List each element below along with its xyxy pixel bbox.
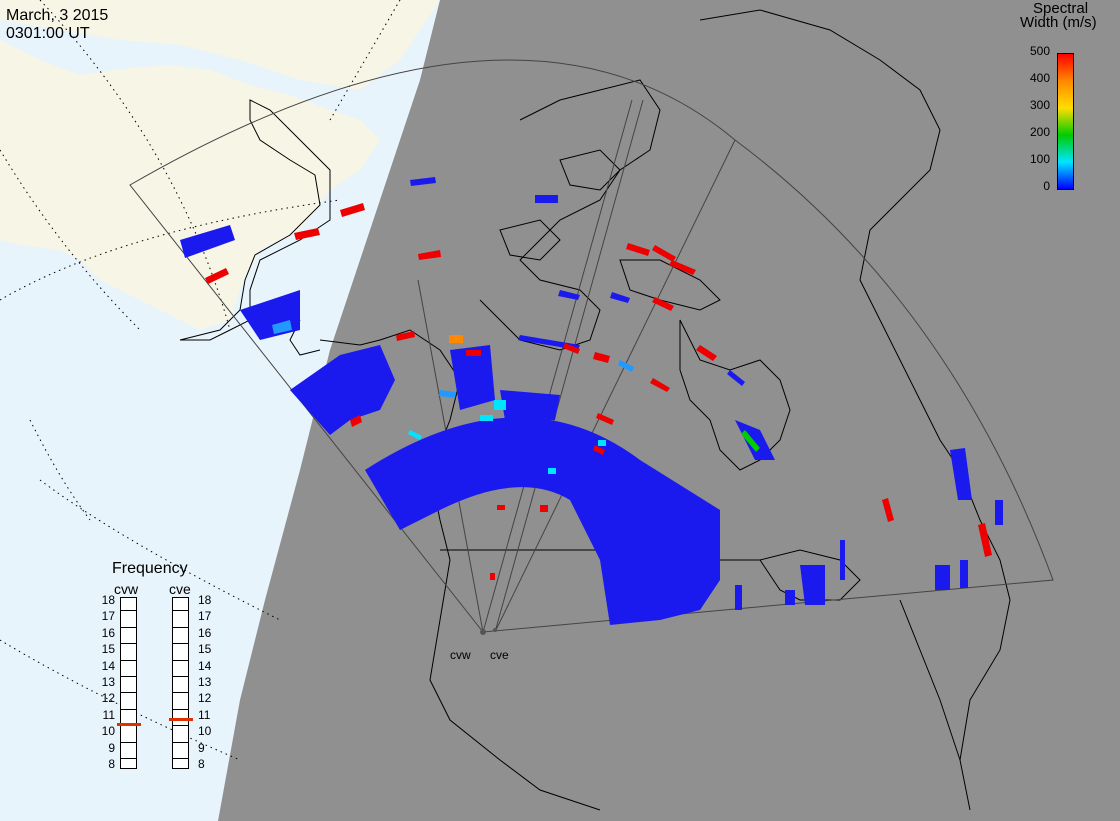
frequency-gridline [173, 692, 188, 694]
colorbar-title-line1: Spectral [1033, 0, 1089, 17]
frequency-gridline [121, 708, 136, 710]
frequency-gridline [173, 676, 188, 677]
frequency-gridline [121, 610, 136, 612]
frequency-tick-label: 11 [102, 707, 115, 722]
frequency-gridline [121, 643, 136, 645]
frequency-tick-label: 8 [198, 757, 205, 771]
freq-radar-label-cvw: cvw [114, 581, 139, 597]
site-label-cvw: cvw [450, 648, 471, 662]
frequency-tick-label: 9 [108, 740, 115, 755]
frequency-gridline [121, 692, 136, 694]
frequency-gridline [173, 643, 188, 645]
frequency-tick-label: 9 [198, 740, 205, 755]
colorbar-tick: 500 [1029, 44, 1050, 58]
frequency-gridline [173, 610, 188, 612]
frequency-marker [117, 723, 141, 726]
frequency-tick-label: 15 [101, 642, 115, 657]
date-label: March, 3 2015 [6, 7, 109, 24]
radar-echoes [180, 177, 1003, 625]
frequency-gridline [121, 741, 136, 743]
frequency-gridline [173, 659, 188, 661]
radar-fov [129, 59, 1054, 633]
frequency-gridline [121, 626, 136, 628]
frequency-gridline [121, 676, 136, 677]
colorbar-title-line2: Width (m/s) [1020, 14, 1097, 31]
frequency-tick-label: 13 [198, 675, 212, 689]
frequency-tick-label: 13 [101, 675, 115, 689]
colorbar-tick: 200 [1029, 125, 1050, 139]
frequency-title: Frequency [112, 560, 188, 577]
frequency-tick-label: 12 [101, 691, 115, 706]
frequency-gridline [121, 758, 136, 759]
frequency-tick-label: 12 [198, 691, 212, 706]
lat-lon-grid [0, 0, 401, 761]
frequency-tick-label: 8 [108, 757, 115, 771]
frequency-tick-label: 10 [198, 724, 212, 739]
frequency-gridline [121, 659, 136, 661]
frequency-tick-label: 14 [101, 658, 115, 673]
colorbar-tick: 100 [1029, 152, 1050, 166]
freq-radar-label-cve: cve [169, 581, 191, 597]
colorbar-tick: 400 [1029, 71, 1050, 85]
frequency-tick-label: 18 [101, 593, 115, 607]
frequency-marker [169, 718, 193, 722]
colorbar-tick: 0 [1043, 179, 1050, 193]
frequency-tick-label: 16 [101, 625, 115, 640]
day-land [0, 40, 380, 330]
frequency-tick-label: 10 [101, 724, 115, 739]
colorbar-gradient [1057, 53, 1074, 190]
frequency-tick-label: 18 [198, 593, 212, 607]
frequency-gridline [173, 626, 188, 628]
high-width-echoes [205, 203, 992, 580]
frequency-tick-label: 17 [198, 609, 212, 624]
frequency-gauge-cvw [117, 597, 141, 769]
frequency-tick-label: 14 [198, 658, 212, 673]
frequency-tick-label: 15 [198, 642, 212, 657]
frequency-tick-label: 17 [101, 609, 115, 624]
radar-site-cvw [480, 629, 486, 635]
frequency-gauge-cve [169, 597, 193, 769]
frequency-gridline [173, 758, 188, 759]
frequency-gridline [173, 708, 188, 710]
site-label-cve: cve [490, 648, 509, 662]
frequency-gridline [173, 725, 188, 727]
frequency-tick-label: 16 [198, 625, 212, 640]
time-label: 0301:00 UT [6, 25, 90, 42]
colorbar-tick: 300 [1029, 98, 1050, 112]
siberia-land [0, 0, 440, 90]
frequency-tick-label: 11 [198, 707, 211, 722]
frequency-gridline [173, 741, 188, 743]
radar-site-cve [493, 628, 497, 632]
